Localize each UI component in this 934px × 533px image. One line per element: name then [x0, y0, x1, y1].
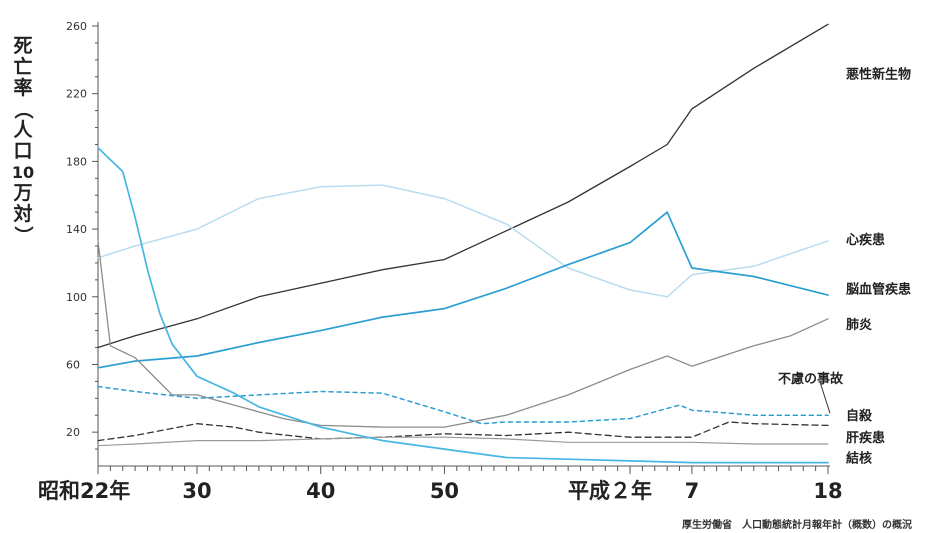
x-tick-label: 40: [306, 479, 335, 503]
y-tick-label: 140: [66, 223, 87, 236]
y-axis-label-char: 万: [13, 182, 33, 204]
series-label-7: 肝疾患: [846, 430, 885, 446]
x-tick-label: 50: [430, 479, 459, 503]
y-tick-label: 100: [66, 291, 87, 304]
series-line-1: [97, 23, 829, 349]
series-line-4: [97, 240, 829, 428]
callout-line: [819, 381, 831, 414]
y-axis-label-char: 10: [11, 163, 35, 182]
series-line-8: [97, 146, 829, 464]
y-axis-label-char: 人: [13, 119, 33, 141]
series-label-8: 結核: [846, 451, 872, 467]
series-label-1: 悪性新生物: [846, 66, 911, 82]
series-line-2: [97, 184, 829, 298]
series-label-5: 不慮の事故: [778, 371, 844, 387]
x-tick-label: 平成２年: [568, 479, 652, 503]
series-line-7: [97, 436, 829, 447]
source-note: 厚生労働省 人口動態統計月報年計（概数）の概況: [682, 520, 912, 531]
x-tick-label: 30: [182, 479, 211, 503]
series-line-6: [97, 421, 829, 442]
x-tick-label: 昭和22年: [38, 479, 130, 503]
series-label-4: 肺炎: [846, 317, 872, 333]
series-line-3: [97, 211, 829, 369]
y-axis-label-char: 亡: [13, 56, 33, 78]
series-label-6: 自殺: [846, 408, 873, 424]
y-tick-label: 180: [66, 155, 87, 168]
x-tick-label: 18: [813, 479, 842, 503]
y-axis-label-char: 死: [13, 35, 33, 57]
series-label-2: 心疾患: [846, 232, 885, 248]
y-tick-label: 60: [66, 358, 80, 371]
series-group: [97, 23, 829, 464]
y-axis-label-char: 率: [13, 77, 33, 99]
series-label-3: 脳血管疾患: [846, 281, 911, 297]
y-axis-label: 死亡率（人口 10 万対）: [8, 36, 38, 246]
series-line-5: [97, 385, 829, 425]
y-axis-label-char: 対: [13, 203, 33, 225]
y-tick-label: 20: [66, 426, 80, 439]
x-tick-label: 7: [685, 479, 700, 503]
y-axis-label-char: 口: [13, 140, 33, 162]
y-tick-label: 220: [66, 88, 87, 101]
y-tick-label: 260: [66, 20, 87, 33]
